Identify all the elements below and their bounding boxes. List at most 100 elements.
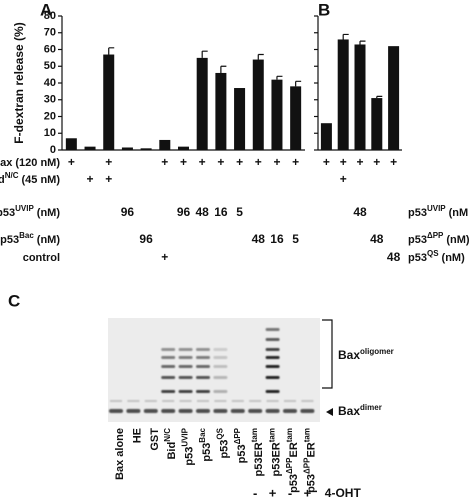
y-tick-label: 80: [44, 10, 56, 22]
condition-cell: +: [161, 250, 168, 264]
oligomer-band: [213, 356, 228, 359]
dimer-band: [178, 409, 193, 413]
monomer-smear: [301, 400, 314, 402]
bar: [320, 123, 332, 150]
y-tick-label: 20: [44, 110, 56, 122]
condition-cell: +: [105, 172, 112, 186]
condition-cell: 96: [139, 232, 153, 246]
text-segment: (nM: [449, 207, 469, 219]
text-segment: (nM): [37, 234, 61, 246]
superscript: N/C: [5, 171, 19, 180]
bar: [271, 79, 283, 150]
superscript: dimer: [360, 403, 382, 412]
condition-cell: +: [373, 155, 380, 169]
oligomer-band: [178, 356, 193, 359]
bar: [84, 146, 96, 150]
dimer-label: Baxdimer: [338, 403, 382, 419]
condition-cell: +: [340, 172, 347, 186]
superscript: tam: [302, 428, 311, 442]
superscript: QS: [427, 249, 439, 258]
text-segment: p53: [408, 207, 427, 219]
superscript: oligomer: [360, 347, 394, 356]
condition-cell: +: [217, 155, 224, 169]
oligomer-band: [178, 365, 193, 368]
bar: [234, 88, 246, 150]
y-tick-label: 0: [50, 144, 56, 156]
oligomer-band: [161, 365, 176, 368]
monomer-smear: [214, 400, 227, 402]
dimer-band: [283, 409, 297, 413]
bar: [103, 54, 115, 150]
dimer-arrow: [326, 408, 333, 416]
superscript: ΔPP: [302, 457, 311, 474]
oligomer-band: [265, 390, 280, 393]
text-segment: p53: [201, 443, 213, 462]
condition-cell: +: [323, 155, 330, 169]
text-segment: ER: [288, 442, 300, 457]
text-segment: (120 nM): [15, 157, 60, 169]
lane-label: p53Bac: [198, 427, 213, 461]
oligomer-band: [161, 348, 176, 351]
condition-label: control: [23, 252, 60, 264]
text-segment: p53ER: [271, 442, 283, 476]
monomer-smear: [266, 400, 279, 402]
condition-label: p53UVIP(nM): [0, 204, 60, 219]
bar: [354, 44, 366, 150]
monomer-smear: [110, 400, 122, 402]
oligomer-band: [265, 328, 280, 331]
text-segment: (nM): [442, 252, 466, 264]
condition-cell: +: [340, 155, 347, 169]
panel-label: B: [318, 0, 330, 19]
dimer-band: [109, 409, 123, 413]
lane-label: p53ΔPP: [232, 427, 247, 463]
superscript: ΔPP: [232, 427, 241, 444]
treatment-sign: -: [288, 485, 292, 500]
text-segment: Bid: [166, 442, 178, 460]
condition-cell: +: [236, 155, 243, 169]
condition-cell: +: [161, 155, 168, 169]
text-segment: Bax: [0, 157, 13, 169]
condition-cell: +: [292, 155, 299, 169]
oligomer-band: [265, 348, 280, 351]
dimer-band: [248, 409, 263, 413]
condition-cell: 48: [370, 232, 384, 246]
lane-label: BidN/C: [163, 428, 178, 460]
dimer-band: [126, 409, 141, 413]
superscript: UVIP: [180, 427, 189, 446]
y-tick-label: 50: [44, 60, 56, 72]
oligomer-band: [178, 348, 193, 351]
text-segment: Bax: [338, 404, 360, 418]
error-bar: [376, 95, 383, 99]
text-segment: p53: [184, 447, 196, 466]
text-segment: Bax alone: [114, 428, 126, 480]
superscript: UVIP: [427, 204, 446, 213]
superscript: N/C: [163, 428, 172, 442]
oligomer-band: [265, 356, 280, 359]
monomer-smear: [127, 400, 140, 402]
y-tick-label: 30: [44, 94, 56, 106]
dimer-band: [161, 409, 176, 413]
bar: [388, 46, 400, 150]
y-tick-label: 70: [44, 27, 56, 39]
oligomer-band: [265, 365, 280, 368]
oligomer-band: [213, 390, 228, 393]
monomer-smear: [284, 400, 296, 402]
superscript: ΔPP: [427, 231, 444, 240]
y-tick-label: 40: [44, 77, 56, 89]
condition-cell: +: [390, 155, 397, 169]
condition-label: p53UVIP (nM: [408, 204, 468, 219]
monomer-smear: [197, 400, 209, 402]
condition-label: p53Bac (nM): [0, 231, 60, 246]
text-segment: (45 nM): [22, 174, 61, 186]
condition-cell: 5: [236, 205, 243, 219]
text-segment: p53: [288, 474, 300, 493]
text-segment: p53: [236, 444, 248, 463]
text-segment: p53: [305, 474, 317, 493]
lane-label: p53ERtam: [267, 428, 282, 476]
text-segment: (nM): [446, 234, 470, 246]
text-segment: p53: [408, 252, 427, 264]
text-segment: p53: [0, 207, 15, 219]
superscript: Bac: [198, 427, 207, 442]
lane-label: p53ΔPPERtam: [285, 428, 300, 493]
